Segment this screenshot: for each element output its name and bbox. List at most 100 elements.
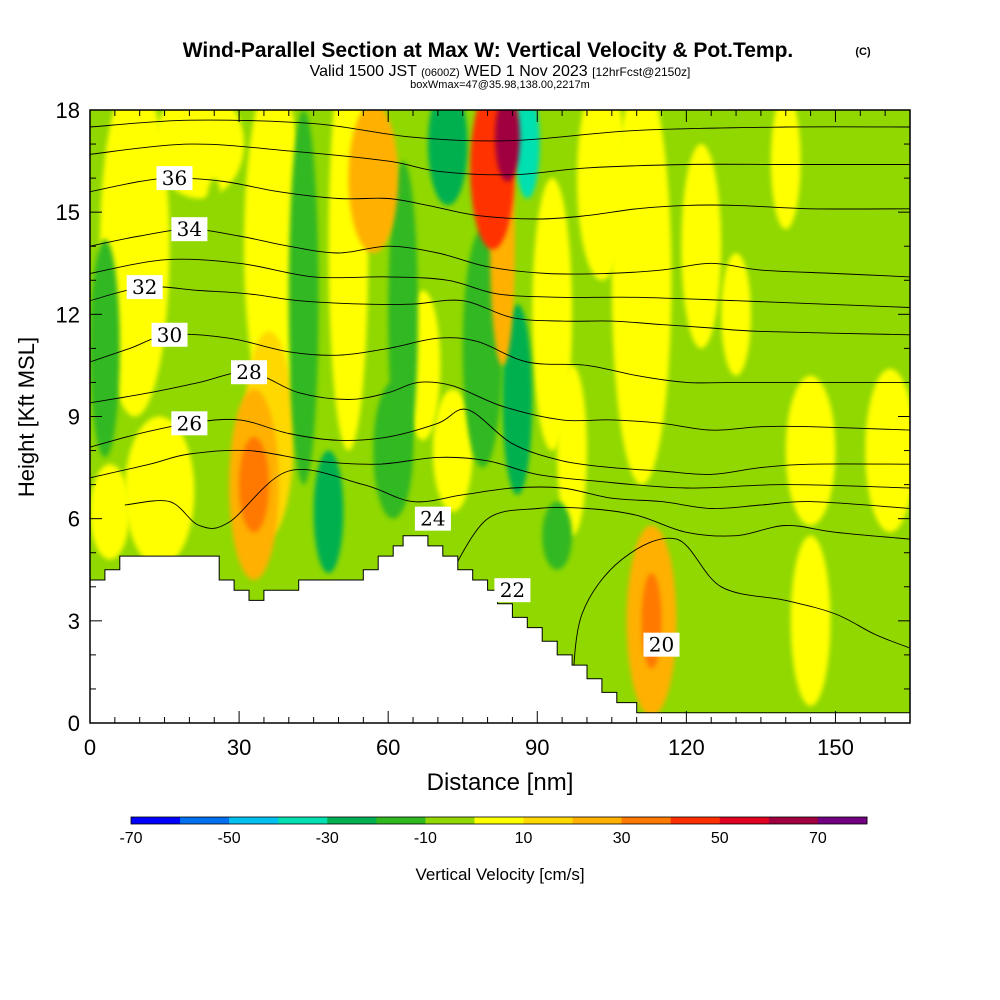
velocity-cell <box>328 110 369 451</box>
colorbar-tick-label: -10 <box>414 830 437 847</box>
x-axis-label: Distance [nm] <box>427 769 574 796</box>
contour-label: 26 <box>177 411 202 435</box>
colorbar-swatch <box>572 817 623 824</box>
contour-label-box <box>643 632 680 657</box>
velocity-cell <box>790 535 831 706</box>
colorbar-tick-label: -70 <box>119 830 142 847</box>
colorbar-swatch <box>376 817 426 824</box>
colorbar-tick-label: 70 <box>809 830 827 847</box>
velocity-cell <box>495 110 520 182</box>
velocity-cell <box>388 161 418 468</box>
box-info: boxWmax=47@35.98,138.00,2217m <box>410 79 590 91</box>
velocity-cell <box>427 110 468 206</box>
valid-utc: (0600Z) <box>421 67 460 79</box>
velocity-cell <box>514 110 540 199</box>
velocity-cell <box>770 110 801 230</box>
colorbar-swatch <box>817 817 868 824</box>
isentrope-line <box>90 143 910 176</box>
chart-title: Wind-Parallel Section at Max W: Vertical… <box>183 39 794 62</box>
velocity-cell <box>124 416 195 567</box>
y-tick-label: 9 <box>68 405 80 430</box>
contour-label-box <box>231 360 268 385</box>
contour-label-box <box>126 275 163 300</box>
velocity-cell <box>348 110 399 254</box>
colorbar-tick-label: -30 <box>316 830 339 847</box>
isentrope-line <box>452 506 910 571</box>
isentrope-line <box>571 537 910 693</box>
colorbar-swatch <box>180 817 230 824</box>
colorbar-label: Vertical Velocity [cm/s] <box>415 865 584 884</box>
y-tick-label: 6 <box>68 507 80 532</box>
isentrope-line <box>90 408 910 475</box>
velocity-cell <box>502 304 533 495</box>
velocity-cell <box>90 464 130 560</box>
colorbar-swatch <box>131 817 181 824</box>
contour-label-box <box>171 411 208 436</box>
contour-label: 30 <box>157 323 182 347</box>
isentrope-line <box>90 177 910 220</box>
contour-label-box <box>494 578 531 603</box>
colorbar-swatch <box>474 817 525 824</box>
colorbar-tick-label: -50 <box>218 830 241 847</box>
potential-temperature-contours <box>90 119 910 693</box>
x-tick-label: 120 <box>668 735 705 760</box>
colorbar-swatch <box>768 817 819 824</box>
contour-label-box <box>171 217 208 242</box>
velocity-cell <box>432 389 473 512</box>
valid-time-line: Valid 1500 JST (0600Z) WED 1 Nov 2023 [1… <box>310 63 691 80</box>
colorbar-tick-label: 50 <box>711 830 729 847</box>
isentrope-line <box>90 286 910 336</box>
forecast-info: [12hrFcst@2150z] <box>592 65 690 79</box>
colorbar-swatch <box>229 817 279 824</box>
x-tick-label: 60 <box>376 735 400 760</box>
x-tick-label: 30 <box>227 735 251 760</box>
x-tick-label: 150 <box>817 735 854 760</box>
contour-label: 32 <box>132 275 157 299</box>
isentrope-line <box>90 258 910 308</box>
velocity-cell <box>239 436 269 533</box>
contour-label-box <box>151 322 188 347</box>
velocity-cell <box>681 144 722 349</box>
colorbar-frame <box>130 816 868 825</box>
colorbar-swatch <box>278 817 328 824</box>
y-axis-label: Height [Kft MSL] <box>14 337 39 497</box>
x-tick-label: 90 <box>525 735 549 760</box>
valid-prefix: Valid 1500 JST <box>310 63 418 80</box>
isentrope-line <box>90 228 910 278</box>
velocity-cell <box>785 375 836 526</box>
x-axis: 0 30 60 90 120 150 <box>84 110 911 760</box>
y-tick-label: 18 <box>56 98 80 123</box>
velocity-cell <box>865 368 910 533</box>
velocity-cell <box>532 178 573 451</box>
contour-label: 28 <box>236 360 261 384</box>
contour-label: 20 <box>649 633 674 657</box>
colorbar-swatch <box>523 817 574 824</box>
valid-date: WED 1 Nov 2023 <box>464 63 588 80</box>
colorbar-swatch <box>670 817 721 824</box>
colorbar-swatch <box>621 817 672 824</box>
velocity-cell <box>288 110 319 485</box>
contour-label: 34 <box>177 217 202 241</box>
contour-label: 24 <box>420 507 445 531</box>
y-tick-label: 15 <box>56 200 80 225</box>
contour-label-box <box>414 506 451 531</box>
contour-label: 36 <box>162 166 187 190</box>
velocity-cell <box>313 450 344 574</box>
velocity-cell <box>244 110 304 417</box>
contour-label-box <box>156 166 193 191</box>
colorbar-swatch <box>327 817 377 824</box>
copyright-mark: (C) <box>855 46 871 58</box>
isentrope-line <box>90 333 910 384</box>
isentrope-line <box>90 449 910 489</box>
contour-label: 22 <box>500 578 525 602</box>
velocity-cell <box>542 501 573 570</box>
isentrope-line <box>124 469 910 529</box>
y-tick-label: 12 <box>56 302 80 327</box>
colorbar-swatch <box>425 817 475 824</box>
colorbar-swatch <box>719 817 770 824</box>
colorbar-tick-label: 30 <box>613 830 631 847</box>
